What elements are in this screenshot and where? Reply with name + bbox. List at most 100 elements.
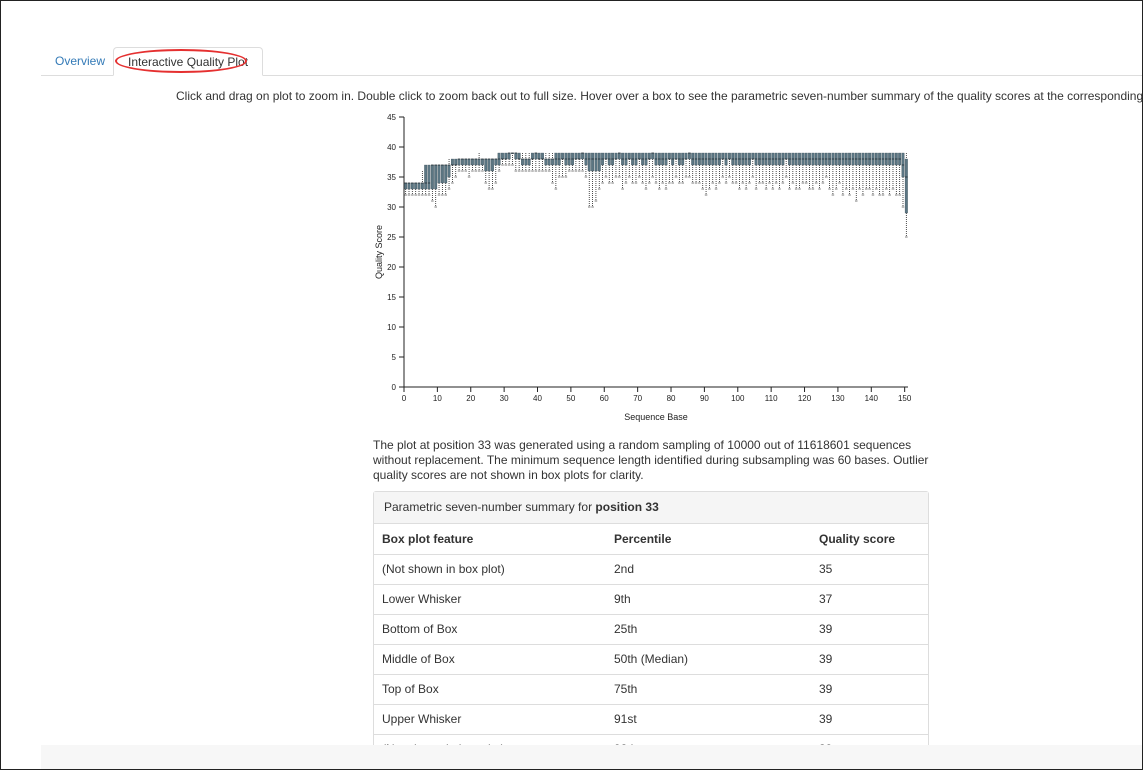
box-rect — [544, 158, 548, 166]
box-rect — [450, 158, 454, 166]
box-rect — [414, 182, 418, 190]
column-header-percentile: Percentile — [614, 531, 672, 546]
box-rect — [457, 158, 461, 166]
x-tick-label: 60 — [600, 394, 609, 403]
summary-heading-position: position 33 — [595, 500, 659, 514]
x-tick-label: 0 — [402, 394, 407, 403]
box-rect — [427, 164, 431, 190]
x-tick-label: 40 — [533, 394, 542, 403]
box-rect — [514, 152, 518, 160]
box-rect — [404, 182, 408, 190]
box-rect — [521, 158, 524, 166]
box-rect — [784, 152, 788, 160]
box-rect — [667, 152, 671, 160]
x-tick-label: 70 — [633, 394, 642, 403]
summary-header-row: Box plot feature Percentile Quality scor… — [374, 524, 928, 554]
cell-quality-score: 39 — [811, 613, 928, 644]
box-rect — [581, 152, 584, 160]
y-tick-label: 15 — [387, 293, 396, 302]
column-header-quality-score: Quality score — [819, 531, 896, 546]
box-rect — [447, 164, 451, 178]
box-rect — [501, 152, 504, 160]
box-rect — [627, 152, 631, 160]
box-rect — [541, 152, 544, 160]
cell-feature: Bottom of Box — [374, 613, 606, 644]
y-tick-label: 5 — [392, 353, 397, 362]
box-rect — [440, 164, 444, 184]
x-tick-label: 10 — [433, 394, 442, 403]
box-rect — [420, 182, 424, 190]
box-rect — [591, 152, 595, 172]
box-rect — [604, 152, 608, 160]
y-tick-label: 20 — [387, 263, 396, 272]
box-rect — [524, 158, 528, 166]
box-rect — [527, 158, 531, 166]
tab-overview[interactable]: Overview — [55, 54, 106, 68]
table-row: Upper Whisker 91st 39 — [374, 703, 928, 734]
y-tick-label: 25 — [387, 233, 396, 242]
box-rect — [430, 164, 434, 190]
box-rect — [454, 158, 458, 166]
box-rect — [684, 152, 688, 160]
x-tick-label: 80 — [667, 394, 676, 403]
box-rect — [407, 182, 411, 190]
cell-percentile: 50th (Median) — [606, 643, 811, 674]
box-rect — [751, 152, 755, 160]
y-tick-label: 0 — [392, 383, 397, 392]
box-rect — [904, 158, 908, 214]
cell-quality-score: 35 — [811, 553, 928, 584]
tab-interactive-quality-plot[interactable]: Interactive Quality Plot — [113, 47, 264, 76]
box-rect — [551, 158, 554, 166]
box-rect — [531, 152, 534, 160]
box-rect — [674, 152, 678, 160]
box-rect — [474, 158, 478, 166]
box-rect — [574, 152, 578, 160]
plot-instructions: Click and drag on plot to zoom in. Doubl… — [176, 89, 1145, 103]
box-rect — [467, 158, 471, 166]
box-rect — [464, 158, 468, 166]
cell-percentile: 75th — [606, 673, 811, 704]
x-tick-label: 20 — [466, 394, 475, 403]
cell-feature: (Not shown in box plot) — [374, 553, 606, 584]
box-rect — [491, 158, 494, 172]
y-tick-label: 10 — [387, 323, 396, 332]
cell-feature: Top of Box — [374, 673, 606, 704]
box-rect — [721, 152, 725, 160]
box-rect — [434, 164, 438, 190]
box-rect — [477, 158, 481, 166]
box-rect — [687, 152, 691, 160]
box-rect — [507, 152, 511, 160]
box-rect — [537, 152, 541, 160]
cell-feature: Lower Whisker — [374, 583, 606, 614]
y-tick-label: 30 — [387, 203, 396, 212]
y-axis-label: Quality Score — [374, 225, 384, 279]
box-rect — [410, 182, 414, 190]
box-rect — [460, 158, 464, 166]
box-rect — [561, 152, 564, 160]
sampling-description: The plot at position 33 was generated us… — [373, 438, 929, 482]
column-header-feature: Box plot feature — [382, 531, 474, 546]
box-rect — [647, 152, 651, 160]
cell-quality-score: 39 — [811, 703, 928, 734]
cell-percentile: 2nd — [606, 553, 811, 584]
tab-bar: Overview Interactive Quality Plot — [41, 47, 1142, 76]
cell-percentile: 91st — [606, 703, 811, 734]
y-tick-label: 45 — [387, 113, 396, 122]
cell-feature: Middle of Box — [374, 643, 606, 674]
x-tick-label: 50 — [566, 394, 575, 403]
table-row: (Not shown in box plot) 2nd 35 — [374, 553, 928, 584]
table-row: Middle of Box 50th (Median) 39 — [374, 643, 928, 674]
page-footer-band — [41, 745, 1142, 769]
cell-quality-score: 37 — [811, 583, 928, 614]
x-tick-label: 150 — [898, 394, 912, 403]
x-tick-label: 120 — [798, 394, 812, 403]
y-tick-label: 35 — [387, 173, 396, 182]
cell-quality-score: 39 — [811, 643, 928, 674]
quality-box-plot[interactable]: 0 5 10 15 20 25 30 35 40 45 0 10 20 30 40 50 60 70 80 90 100… — [366, 111, 926, 431]
cell-percentile: 25th — [606, 613, 811, 644]
cell-percentile: 9th — [606, 583, 811, 614]
x-tick-label: 30 — [500, 394, 509, 403]
x-tick-label: 140 — [865, 394, 879, 403]
table-row: Bottom of Box 25th 39 — [374, 613, 928, 644]
